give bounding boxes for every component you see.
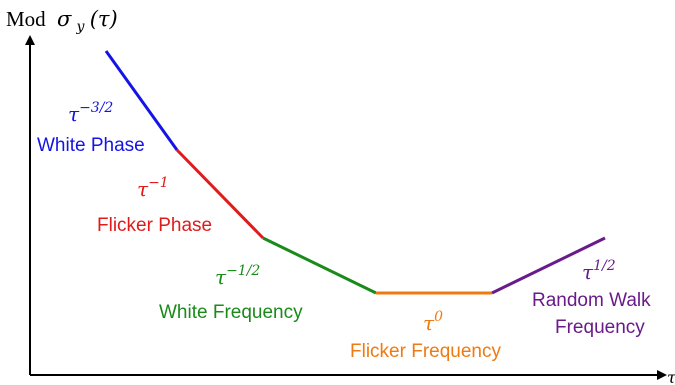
white-phase-label: White Phase [37, 135, 145, 156]
flicker-phase-label: Flicker Phase [97, 215, 212, 236]
x-axis-title: τ [667, 368, 675, 385]
white-phase-exponent: τ−3/2 [68, 100, 113, 126]
white-phase-segment [104, 50, 179, 151]
flicker-frequency-exponent: τ0 [423, 309, 443, 335]
white-frequency-exponent: τ−1/2 [215, 263, 260, 289]
white-frequency-label: White Frequency [159, 302, 303, 323]
flicker-phase-exponent: τ−1 [137, 175, 169, 201]
random-walk-segment [491, 236, 606, 295]
random-walk-label-line1: Random Walk [532, 290, 651, 311]
flicker-phase-segment [175, 148, 265, 240]
random-walk-label-line2: Frequency [555, 317, 645, 338]
white-frequency-segment [262, 236, 377, 295]
random-walk-exponent: τ1/2 [582, 258, 616, 284]
flicker-frequency-label: Flicker Frequency [350, 341, 501, 362]
y-axis-title: Mod σ y (τ) [6, 7, 118, 36]
